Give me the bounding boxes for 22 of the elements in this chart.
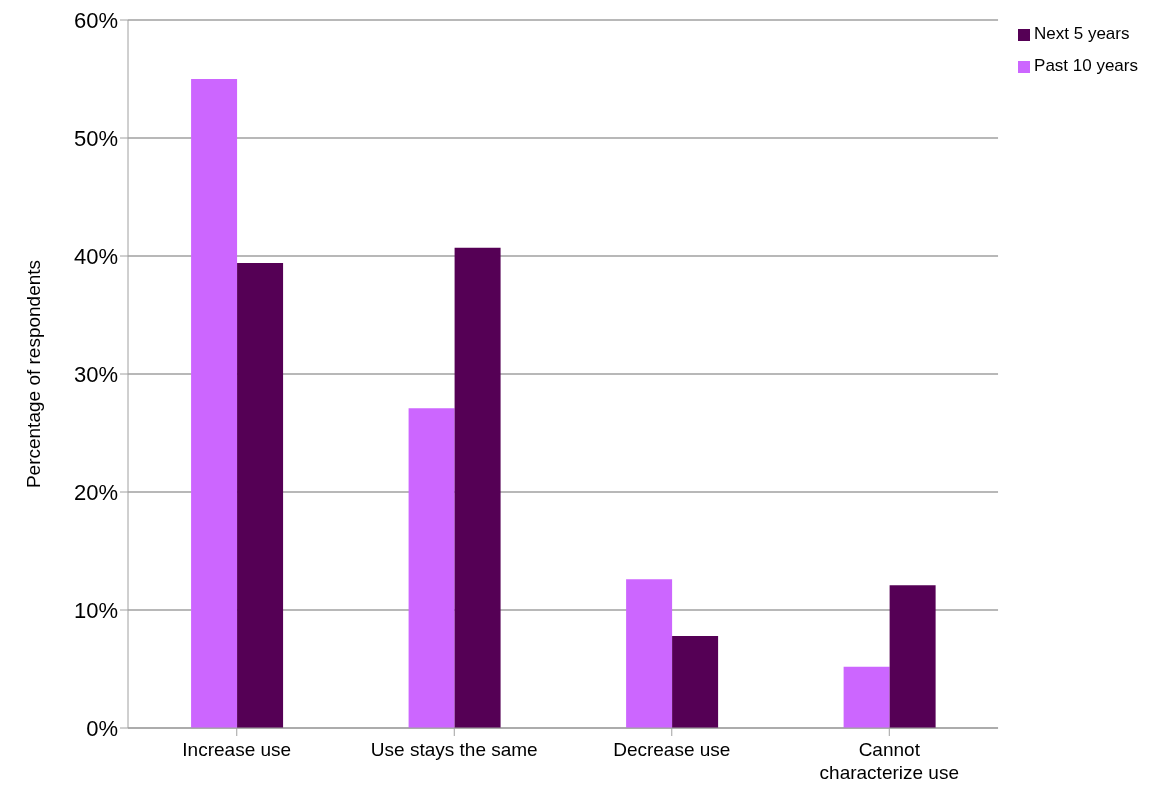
x-tick-label: Decrease use — [613, 739, 731, 760]
y-tick-label: 0% — [86, 715, 118, 741]
y-tick-label: 30% — [73, 361, 118, 387]
bar — [454, 247, 501, 728]
y-tick-label: 50% — [73, 125, 118, 151]
legend-label: Past 10 years — [1034, 56, 1138, 75]
bar — [626, 579, 673, 728]
x-tick-label: Increase use — [182, 739, 292, 760]
bar — [237, 263, 284, 728]
y-tick-label: 60% — [73, 7, 118, 33]
bar — [408, 408, 455, 728]
legend-label: Next 5 years — [1034, 24, 1130, 43]
x-tick-label: Use stays the same — [370, 739, 538, 760]
x-tick-label: Cannot characterize use — [819, 739, 959, 783]
bar — [191, 79, 238, 728]
bar — [843, 666, 890, 728]
y-tick-label: 10% — [73, 597, 118, 623]
bar — [672, 635, 719, 728]
y-tick-label: 20% — [73, 479, 118, 505]
y-axis-title: Percentage of respondents — [22, 259, 44, 489]
y-tick-label: 40% — [73, 243, 118, 269]
bar — [889, 585, 936, 728]
